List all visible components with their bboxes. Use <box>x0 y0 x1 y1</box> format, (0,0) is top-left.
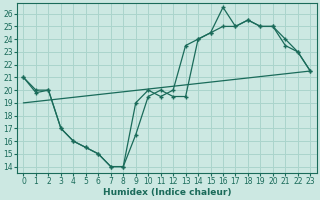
X-axis label: Humidex (Indice chaleur): Humidex (Indice chaleur) <box>103 188 231 197</box>
